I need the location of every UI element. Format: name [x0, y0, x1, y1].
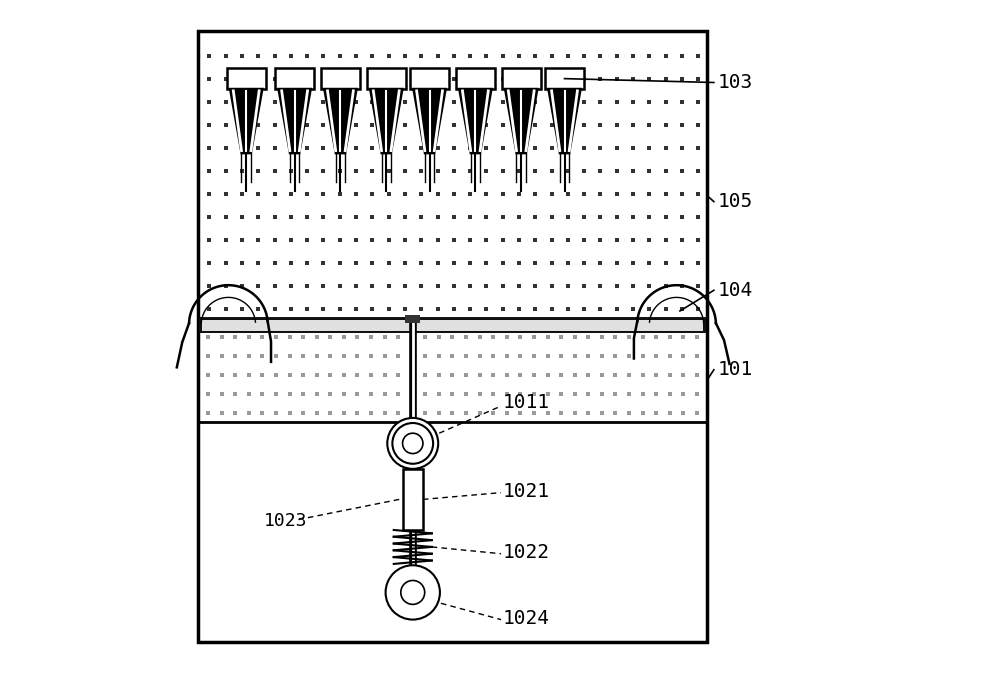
Bar [198, 31, 707, 642]
Polygon shape [548, 89, 581, 153]
Text: 103: 103 [717, 73, 753, 92]
Bar [367, 69, 406, 89]
Text: 105: 105 [717, 192, 753, 211]
Polygon shape [413, 89, 446, 153]
Text: 1022: 1022 [502, 543, 549, 562]
Polygon shape [370, 89, 403, 153]
Bar [321, 69, 360, 89]
Polygon shape [278, 89, 311, 153]
Bar [227, 69, 266, 89]
Bar [545, 69, 584, 89]
Polygon shape [230, 89, 263, 153]
Bar [410, 69, 449, 89]
Circle shape [392, 423, 433, 464]
Text: 1023: 1023 [263, 512, 307, 530]
Bar [199, 318, 706, 333]
Text: 101: 101 [717, 361, 753, 379]
Circle shape [386, 565, 440, 620]
Bar [403, 469, 423, 530]
Bar [275, 69, 314, 89]
Bar [405, 315, 420, 323]
Text: 1011: 1011 [502, 393, 549, 412]
Bar [456, 69, 495, 89]
Text: 1021: 1021 [502, 482, 549, 500]
Circle shape [401, 581, 425, 604]
Circle shape [403, 433, 423, 454]
Text: 104: 104 [717, 281, 753, 299]
Bar [502, 69, 541, 89]
Bar [202, 320, 703, 331]
Circle shape [387, 418, 438, 469]
Text: 1024: 1024 [502, 609, 549, 627]
Bar [198, 318, 707, 422]
Polygon shape [459, 89, 492, 153]
Polygon shape [324, 89, 357, 153]
Polygon shape [505, 89, 538, 153]
